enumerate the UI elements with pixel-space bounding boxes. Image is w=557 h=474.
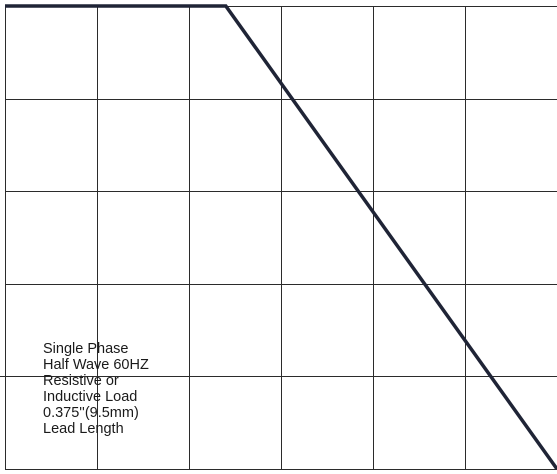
annotation-line-3: Resistive or — [43, 372, 119, 389]
curve-layer — [5, 4, 557, 471]
chart-annotation: Single Phase Half Wave 60HZ Resistive or… — [43, 341, 223, 437]
annotation-line-1: Single Phase — [43, 341, 129, 357]
annotation-line-6: Lead Length — [43, 420, 124, 437]
annotation-line-4: Inductive Load — [43, 388, 138, 405]
annotation-line-5: 0.375''(9.5mm) — [43, 404, 139, 421]
annotation-line-2: Half Wave 60HZ — [43, 356, 149, 373]
series-line-0 — [5, 4, 557, 471]
